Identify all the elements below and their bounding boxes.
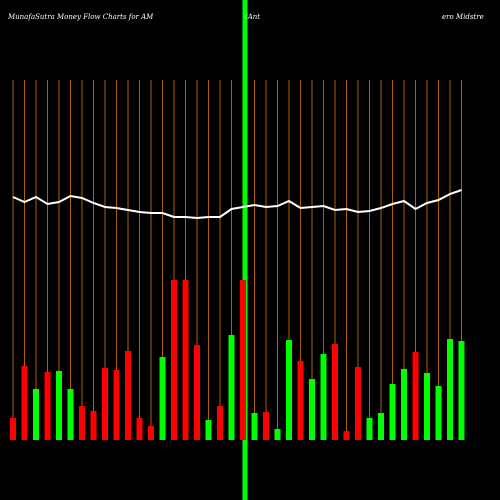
bar	[274, 429, 281, 440]
bar	[240, 280, 246, 440]
bar	[21, 366, 28, 440]
bar	[355, 367, 361, 440]
bar	[389, 384, 396, 440]
bar	[148, 426, 154, 440]
bar	[378, 413, 384, 440]
bar	[171, 280, 177, 440]
bar	[366, 418, 373, 440]
bar	[79, 406, 85, 440]
bar	[102, 368, 108, 440]
bar	[136, 418, 143, 440]
price-line	[12, 189, 462, 220]
bar	[67, 389, 74, 440]
bar	[332, 344, 338, 440]
bar	[125, 351, 131, 440]
bar	[458, 341, 465, 440]
bar	[159, 357, 166, 440]
bar	[44, 372, 51, 440]
chart-title: MunafaSutra Money Flow Charts for AM	[7, 13, 154, 21]
bar	[33, 389, 39, 440]
bar	[205, 420, 212, 440]
chart-title: ero Midstre	[442, 13, 484, 21]
bar	[435, 386, 442, 440]
bar	[401, 369, 407, 440]
bar	[320, 354, 327, 440]
bar	[194, 345, 200, 440]
bar	[263, 412, 269, 440]
bar	[412, 352, 419, 440]
bar	[309, 379, 315, 440]
bar	[251, 413, 258, 440]
bar	[90, 411, 97, 440]
bar	[343, 431, 350, 440]
chart-title: (Ant	[245, 13, 260, 21]
bar	[10, 418, 16, 440]
bar	[424, 373, 430, 440]
bar	[56, 371, 62, 440]
marker-line	[242, 0, 248, 500]
bar	[297, 361, 304, 440]
bar	[113, 370, 120, 440]
bar	[286, 340, 292, 440]
bar	[217, 406, 223, 440]
bar	[182, 280, 189, 440]
bar	[228, 335, 235, 440]
bar	[447, 339, 453, 440]
